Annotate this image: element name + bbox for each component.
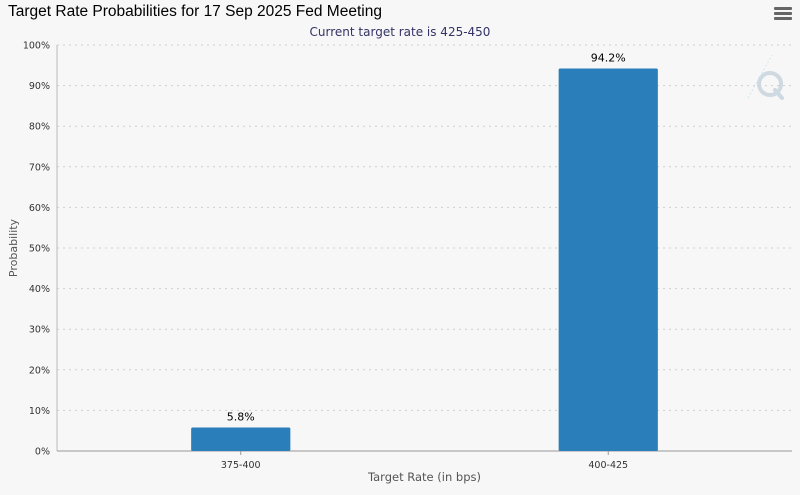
y-axis-title: Probability <box>7 218 20 277</box>
hamburger-menu-icon[interactable] <box>774 7 792 23</box>
y-tick-label: 20% <box>29 365 50 376</box>
y-tick-label: 70% <box>29 162 50 173</box>
data-label: 5.8% <box>227 410 255 423</box>
x-axis-title: Target Rate (in bps) <box>367 470 481 484</box>
y-tick-label: 90% <box>29 81 50 92</box>
x-tick-label: 400-425 <box>588 460 628 471</box>
chart-subtitle: Current target rate is 425-450 <box>310 25 491 39</box>
y-tick-label: 30% <box>29 325 50 336</box>
bar-400-425 <box>558 68 658 451</box>
y-tick-label: 80% <box>29 122 50 133</box>
y-tick-label: 60% <box>29 203 50 214</box>
chart-title: Target Rate Probabilities for 17 Sep 202… <box>8 3 382 20</box>
bar-375-400 <box>191 427 291 451</box>
y-tick-label: 0% <box>35 447 50 458</box>
x-tick-label: 375-400 <box>221 460 261 471</box>
y-tick-label: 10% <box>29 406 50 417</box>
data-label: 94.2% <box>591 52 626 65</box>
y-tick-label: 50% <box>29 244 50 255</box>
watermark-logo <box>747 54 784 100</box>
y-tick-label: 100% <box>23 41 50 52</box>
y-tick-label: 40% <box>29 284 50 295</box>
